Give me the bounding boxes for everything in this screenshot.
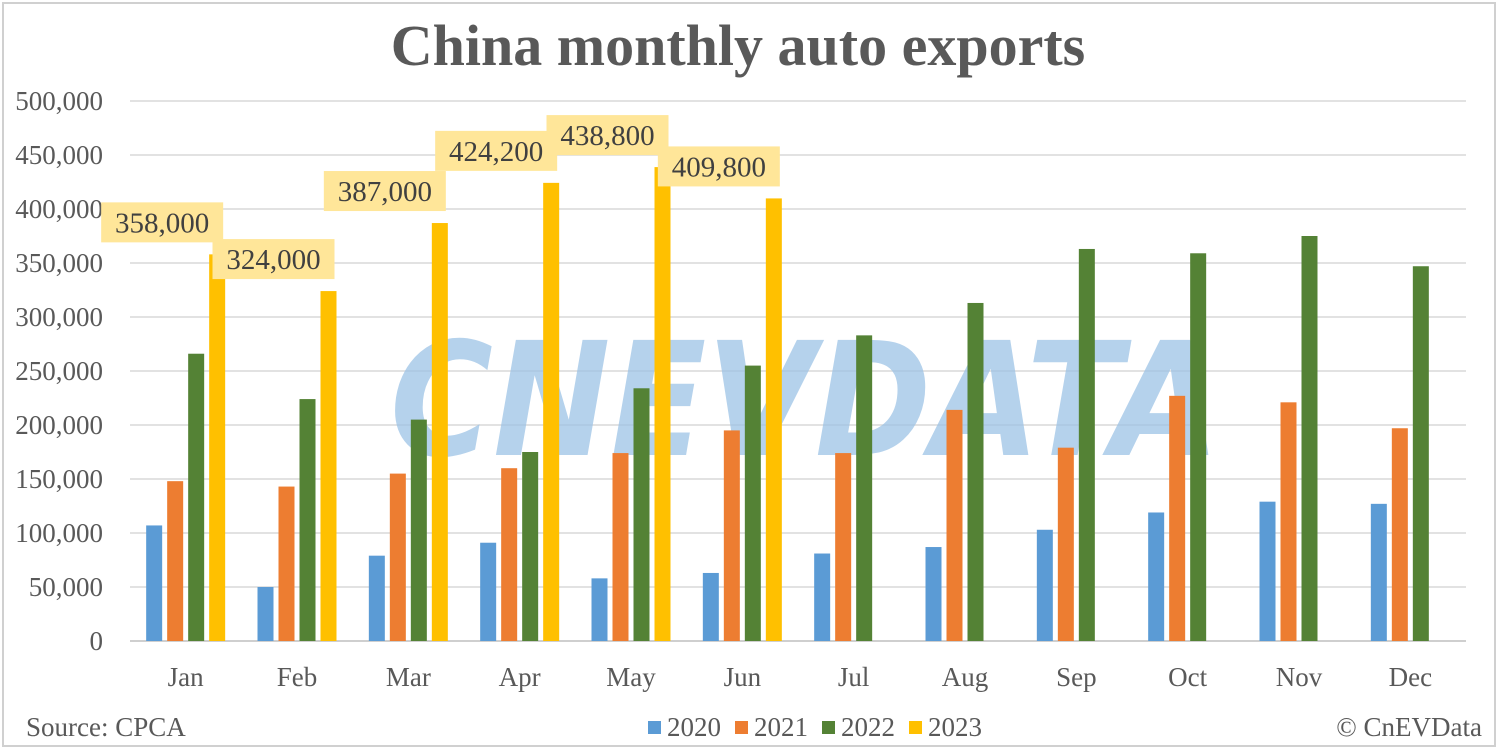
x-tick-label: Mar [386, 662, 431, 692]
x-tick-label: Aug [942, 662, 989, 692]
bar-2023-Apr [543, 182, 560, 641]
bar-2021-Jan [167, 481, 184, 641]
legend-label: 2022 [841, 712, 895, 742]
credit-note: © CnEVData [1336, 712, 1482, 742]
legend-item-2023: 2023 [909, 712, 982, 743]
y-tick-label: 50,000 [29, 572, 103, 602]
chart-title: China monthly auto exports [390, 13, 1086, 78]
y-tick-label: 300,000 [15, 302, 103, 332]
y-tick-label: 250,000 [15, 356, 103, 386]
y-tick-label: 500,000 [15, 86, 103, 116]
bar-2022-Oct [1190, 253, 1207, 641]
bar-2020-Apr [480, 542, 497, 641]
data-label-bg [546, 115, 669, 156]
x-tick-label: Nov [1276, 662, 1323, 692]
bar-2020-Jul [814, 553, 831, 641]
data-label: 324,000 [226, 244, 320, 276]
bar-2022-Dec [1412, 266, 1429, 641]
bar-2022-Sep [1078, 248, 1095, 641]
y-tick-label: 400,000 [15, 194, 103, 224]
y-tick-label: 100,000 [15, 518, 103, 548]
legend-label: 2023 [928, 712, 982, 742]
bar-2020-Jan [146, 525, 163, 641]
y-tick-label: 0 [90, 626, 104, 656]
bar-2021-Apr [501, 468, 518, 641]
y-tick-label: 150,000 [15, 464, 103, 494]
bar-2020-May [591, 578, 608, 641]
bar-2021-Oct [1169, 395, 1186, 641]
bar-2022-Jun [744, 365, 761, 641]
bar-2021-Jun [723, 430, 740, 641]
legend-item-2021: 2021 [735, 712, 808, 743]
bar-2022-Jul [856, 335, 873, 641]
bar-2021-Mar [389, 473, 406, 641]
x-tick-label: Jun [724, 662, 762, 692]
bar-2021-Aug [946, 409, 963, 641]
data-label-bg [323, 171, 446, 212]
bar-2022-May [633, 388, 650, 641]
bar-2023-Feb [320, 291, 337, 641]
x-tick-label: Sep [1056, 662, 1097, 692]
x-tick-label: Oct [1168, 662, 1207, 692]
legend-swatch [648, 721, 661, 734]
bar-2021-Jul [835, 453, 852, 641]
bar-2020-Mar [368, 555, 385, 641]
chart-legend: 2020 2021 2022 2023 [648, 712, 996, 743]
bar-2020-Nov [1259, 501, 1276, 641]
bar-2022-Nov [1301, 236, 1318, 641]
bar-2020-Dec [1370, 503, 1387, 641]
bar-2020-Sep [1036, 529, 1053, 641]
bar-2022-Aug [967, 302, 984, 641]
x-tick-label: Apr [499, 662, 541, 692]
watermark-logo: CNEVDATA [390, 309, 1220, 493]
bar-2022-Mar [410, 419, 427, 641]
data-label: 424,200 [449, 136, 543, 168]
y-tick-label: 200,000 [15, 410, 103, 440]
data-label-bg [212, 239, 335, 280]
bar-2020-Aug [925, 547, 942, 641]
bar-2022-Feb [299, 399, 316, 641]
data-label: 438,800 [560, 120, 654, 152]
bar-2023-Mar [431, 223, 448, 642]
data-label-bg [657, 146, 780, 187]
x-tick-label: Jul [838, 662, 870, 692]
data-label-bg [101, 202, 224, 243]
x-tick-label: Jan [168, 662, 204, 692]
y-tick-label: 450,000 [15, 140, 103, 170]
bar-2020-Feb [257, 587, 274, 641]
bar-2021-Feb [278, 486, 295, 641]
source-note: Source: CPCA [26, 712, 186, 742]
x-tick-label: Dec [1389, 662, 1432, 692]
bar-2021-Sep [1057, 447, 1074, 641]
bar-2023-May [654, 167, 671, 641]
legend-swatch [735, 721, 748, 734]
data-label: 358,000 [115, 207, 209, 239]
legend-label: 2020 [667, 712, 721, 742]
bar-2020-Jun [702, 572, 719, 641]
bar-2022-Jan [188, 353, 205, 641]
legend-item-2022: 2022 [822, 712, 895, 743]
bar-2020-Oct [1148, 512, 1165, 641]
bar-2021-May [612, 453, 629, 641]
bar-2023-Jun [765, 198, 782, 641]
bar-2021-Nov [1280, 402, 1297, 641]
data-label: 409,800 [672, 151, 766, 183]
data-label-bg [435, 130, 558, 171]
bar-2021-Dec [1391, 428, 1408, 641]
x-tick-label: Feb [277, 662, 318, 692]
legend-label: 2021 [754, 712, 808, 742]
legend-swatch [822, 721, 835, 734]
data-label: 387,000 [338, 176, 432, 208]
legend-swatch [909, 721, 922, 734]
bar-2022-Apr [522, 452, 539, 641]
bar-2023-Jan [209, 254, 226, 642]
legend-item-2020: 2020 [648, 712, 721, 743]
y-tick-label: 350,000 [15, 248, 103, 278]
x-tick-label: May [606, 662, 656, 692]
